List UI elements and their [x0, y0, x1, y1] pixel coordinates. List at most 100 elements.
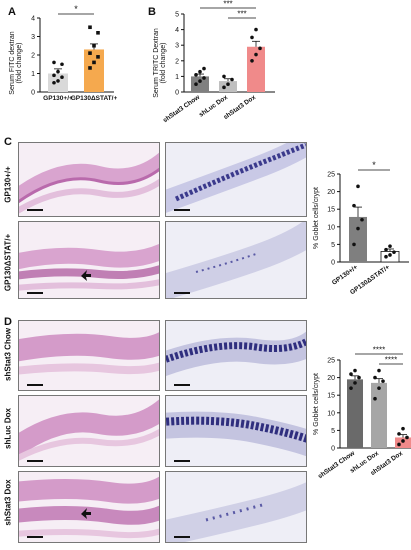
chart-a: 0 1 2 3 4 GP130+/+GP130ΔSTAT/+ *	[31, 4, 118, 102]
micrograph-c-he-wt	[18, 142, 160, 217]
micrograph-d-he-stat3	[18, 471, 160, 543]
chart-a-point-1-4	[92, 43, 96, 48]
chart-d-ytick-label-0: 0	[331, 446, 335, 453]
chart-d-ytick-label-5: 25	[327, 358, 335, 365]
chart-c-point-0-4	[356, 184, 360, 189]
chart-b-point-0-4	[198, 69, 202, 74]
chart-b-point-1-2	[230, 77, 234, 82]
panel-d-letter: D	[4, 316, 12, 328]
chart-a-point-1-5	[96, 31, 100, 35]
micrograph-c-ab-mut	[165, 221, 307, 299]
chart-a-category-label-0: GP130+/+	[43, 95, 73, 102]
chart-d-point-1-4	[377, 368, 381, 373]
chart-c-ytick-label-1: 5	[331, 242, 335, 249]
chart-c-point-1-2	[392, 250, 396, 254]
chart-b-sig-label-mid: ***	[237, 10, 246, 19]
chart-b-point-2-3	[250, 35, 254, 40]
micrograph-d-he-chow	[18, 320, 160, 391]
chart-a-point-0-3	[52, 73, 56, 78]
chart-d-point-2-4	[401, 426, 405, 431]
chart-a-point-1-6	[88, 25, 92, 30]
chart-c-point-1-1	[388, 253, 392, 257]
chart-d-point-1-3	[373, 375, 377, 380]
chart-d-point-1-2	[381, 379, 385, 383]
chart-c-point-0-0	[352, 242, 356, 247]
chart-d-point-0-0	[349, 386, 353, 390]
chart-d-sig-label-top: ****	[373, 346, 385, 355]
chart-b-point-0-1	[198, 79, 202, 83]
chart-d-point-0-4	[353, 368, 357, 373]
chart-b-ytick-label-0: 0	[175, 90, 179, 97]
chart-c-ytick-label-5: 25	[327, 172, 335, 179]
chart-d-point-1-0	[373, 396, 377, 401]
chart-a-point-1-1	[92, 60, 96, 65]
chart-a-ytick-label-3: 3	[31, 34, 35, 41]
chart-d-point-0-2	[357, 375, 361, 380]
chart-c-point-1-4	[388, 244, 392, 248]
chart-c-ytick-label-4: 20	[327, 189, 335, 196]
chart-c-point-0-1	[356, 226, 360, 231]
chart-d-point-0-3	[349, 372, 353, 376]
chart-a-point-0-6	[52, 60, 56, 65]
chart-d-ytick-label-3: 15	[327, 393, 335, 400]
chart-a-ytick-label-2: 2	[31, 53, 35, 60]
chart-b-ytick-label-1: 1	[175, 74, 179, 81]
chart-d-bar-0	[347, 379, 363, 448]
chart-b-point-0-2	[202, 76, 206, 80]
chart-a-point-0-4	[56, 69, 60, 74]
chart-a-point-1-3	[88, 51, 92, 55]
chart-b-point-2-1	[254, 52, 258, 57]
chart-c-point-1-3	[384, 247, 388, 252]
chart-a-point-0-5	[60, 62, 64, 67]
micrograph-d-ab-luc	[165, 395, 307, 467]
chart-b-point-1-1	[226, 82, 230, 86]
chart-b-ytick-label-3: 3	[175, 43, 179, 50]
chart-a-category-label-1: GP130ΔSTAT/+	[71, 95, 118, 102]
chart-c-point-0-2	[360, 217, 364, 222]
panel-c-letter: C	[4, 136, 12, 148]
chart-a-point-0-0	[52, 80, 56, 85]
micrograph-c-he-mut	[18, 221, 160, 299]
micrograph-d-he-luc	[18, 395, 160, 467]
chart-b-point-1-3	[222, 74, 226, 79]
chart-b-bar-2	[247, 46, 265, 92]
chart-a-point-1-0	[88, 66, 92, 70]
chart-b-point-2-2	[258, 46, 262, 51]
chart-d-bar-1	[371, 382, 387, 448]
chart-d-category-label-0: shStat3 Chow	[317, 449, 357, 480]
chart-a-ytick-label-1: 1	[31, 71, 35, 78]
chart-c-ytick-label-0: 0	[331, 260, 335, 267]
chart-c-ytick-label-3: 15	[327, 207, 335, 214]
chart-b-point-0-5	[202, 66, 206, 71]
chart-b-point-0-0	[194, 82, 198, 86]
chart-d-point-2-3	[397, 432, 401, 436]
chart-d-point-1-1	[377, 386, 381, 390]
chart-d-ytick-label-2: 10	[327, 410, 335, 417]
chart-c-ytick-label-2: 10	[327, 224, 335, 231]
chart-a-bar-1	[84, 49, 104, 92]
chart-c-sig-label: *	[372, 160, 376, 170]
panel-b-letter: B	[148, 6, 156, 18]
chart-d-ylabel: % Goblet cells/crypt	[313, 373, 320, 435]
chart-b-ytick-label-2: 2	[175, 58, 179, 65]
chart-d-point-2-1	[401, 439, 405, 443]
chart-c-point-0-3	[352, 203, 356, 208]
chart-b-point-1-0	[222, 85, 226, 90]
chart-b-ytick-label-4: 4	[175, 27, 179, 34]
chart-a-point-0-1	[56, 79, 60, 83]
chart-b-bar-1	[219, 81, 237, 92]
chart-b-bar-0	[191, 76, 209, 92]
chart-a-sig-label: *	[74, 4, 78, 14]
micrograph-d-ab-stat3	[165, 471, 307, 543]
chart-b-ytick-label-5: 5	[175, 12, 179, 19]
chart-c-point-1-0	[384, 254, 388, 259]
chart-d-point-0-1	[353, 381, 357, 385]
chart-a-ytick-label-4: 4	[31, 16, 35, 23]
chart-c-ylabel: % Goblet cells/crypt	[313, 187, 320, 249]
chart-a-point-0-2	[60, 75, 64, 79]
chart-d-ytick-label-4: 20	[327, 375, 335, 382]
chart-d-point-2-2	[405, 435, 409, 440]
